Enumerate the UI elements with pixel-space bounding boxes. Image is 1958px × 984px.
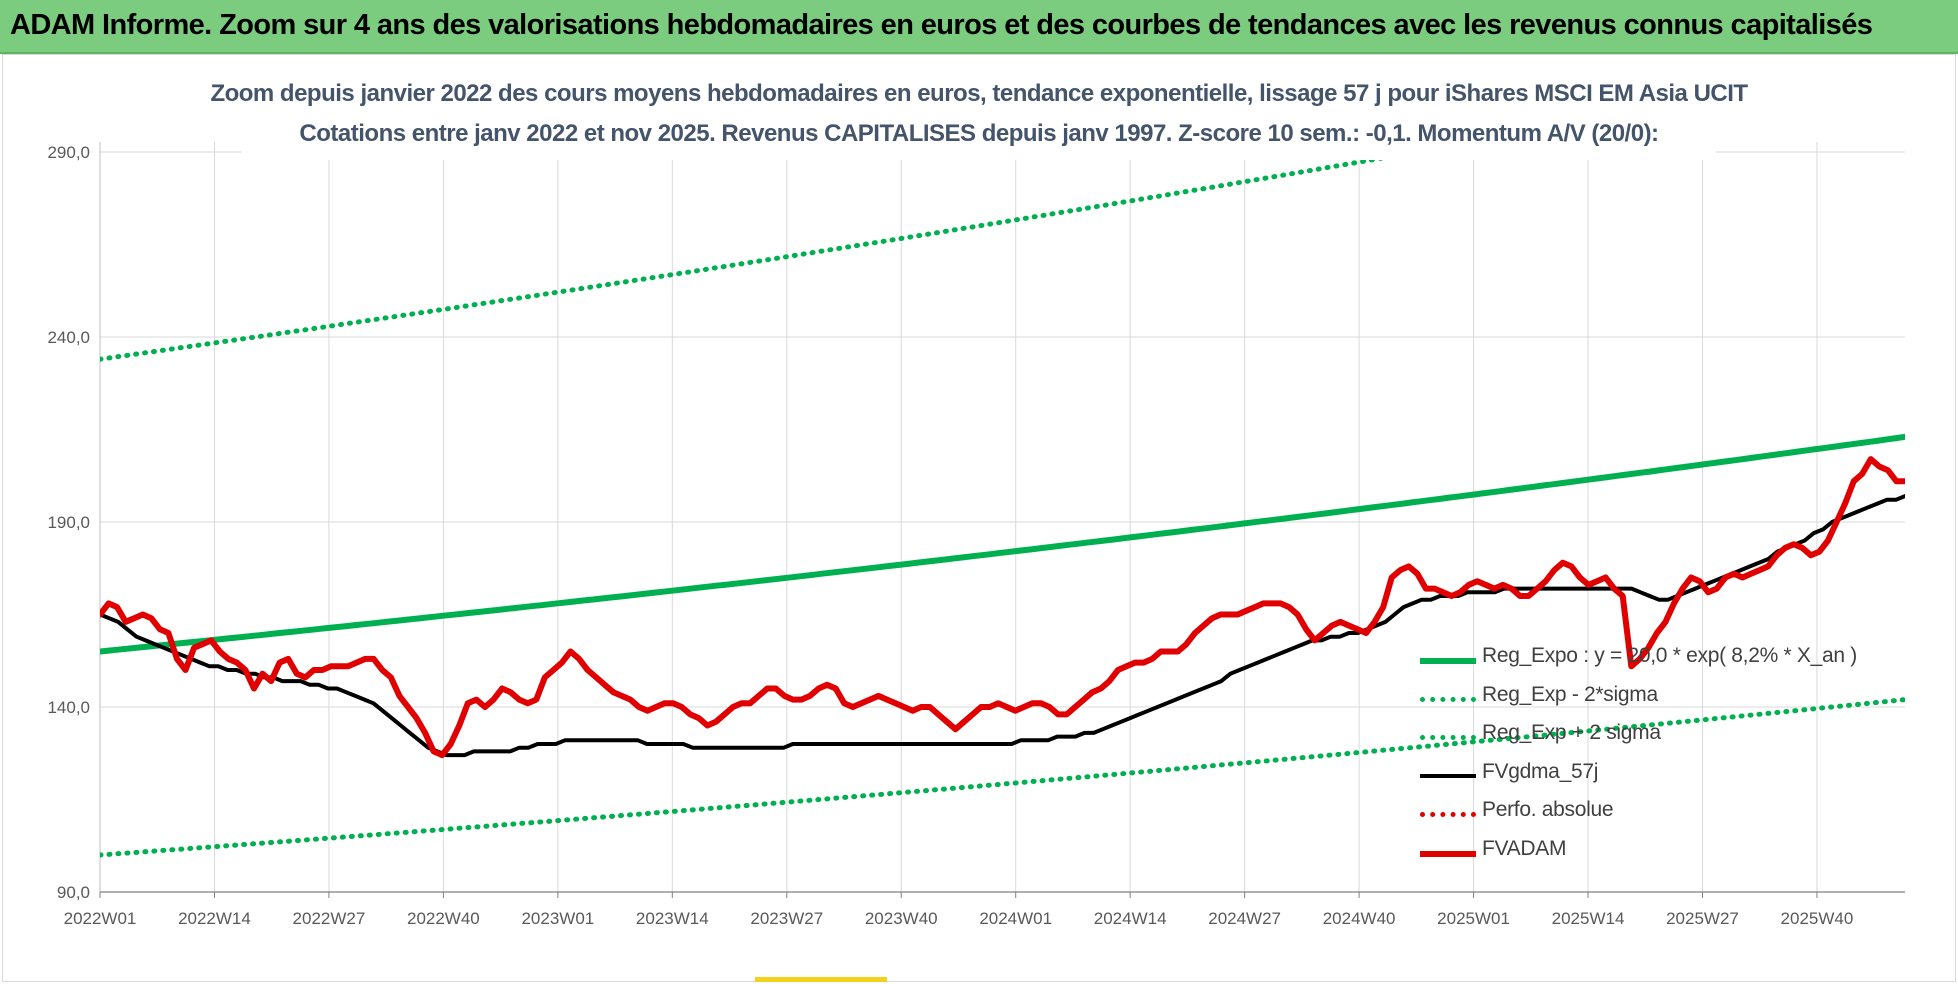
legend-item: FVgdma_57j	[1420, 756, 1760, 795]
legend-swatch	[1420, 850, 1476, 857]
series-fvadam-line	[100, 456, 1905, 759]
x-tick-label: 2025W14	[1552, 909, 1625, 928]
y-tick-label: 190,0	[47, 513, 90, 532]
y-tick-label: 140,0	[47, 698, 90, 717]
legend-label: FVgdma_57j	[1482, 759, 1599, 783]
legend-item: Reg_Expo : y = 20,0 * exp( 8,2% * X_an )	[1420, 640, 1857, 679]
x-tick-label: 2023W01	[521, 909, 594, 928]
x-tick-label: 2025W40	[1781, 909, 1854, 928]
title-backdrop	[242, 74, 1716, 160]
legend-label: FVADAM	[1482, 836, 1567, 860]
legend-label: Reg_Exp + 2 sigma	[1482, 721, 1661, 744]
x-tick-label: 2022W27	[293, 909, 366, 928]
legend-swatch	[1420, 696, 1476, 702]
legend-label: Reg_Exp - 2*sigma	[1482, 682, 1658, 706]
x-tick-label: 2024W01	[979, 909, 1052, 928]
legend-item: Perfo. absolue	[1420, 794, 1760, 833]
x-tick-label: 2025W01	[1437, 909, 1510, 928]
legend-item: Reg_Exp + 2 sigma	[1420, 717, 1760, 756]
chart-subtitle: Cotations entre janv 2022 et nov 2025. R…	[299, 120, 1659, 147]
y-tick-label: 240,0	[47, 328, 90, 347]
series-reg-expo-line	[100, 433, 1905, 655]
x-tick-label: 2023W27	[750, 909, 823, 928]
x-tick-label: 2024W27	[1208, 909, 1281, 928]
report-banner: ADAM Informe. Zoom sur 4 ans des valoris…	[0, 0, 1958, 54]
y-tick-label: 290,0	[47, 143, 90, 162]
series-fvgdma-57j-line	[100, 494, 1905, 758]
legend-label: Perfo. absolue	[1482, 798, 1614, 821]
x-tick-label: 2023W14	[636, 909, 709, 928]
legend-swatch	[1420, 812, 1476, 817]
x-tick-label: 2022W14	[178, 909, 251, 928]
y-tick-label: 90,0	[57, 883, 90, 902]
chart-title: Zoom depuis janvier 2022 des cours moyen…	[210, 80, 1748, 107]
x-tick-label: 2022W40	[407, 909, 480, 928]
x-tick-label: 2022W01	[64, 909, 137, 928]
x-tick-label: 2023W40	[865, 909, 938, 928]
chart-legend: Reg_Expo : y = 20,0 * exp( 8,2% * X_an )…	[1420, 640, 1857, 872]
legend-swatch	[1420, 735, 1476, 740]
legend-label: Reg_Expo : y = 20,0 * exp( 8,2% * X_an )	[1482, 644, 1857, 667]
legend-item: FVADAM	[1420, 833, 1760, 872]
x-tick-label: 2025W27	[1666, 909, 1739, 928]
legend-item: Reg_Exp - 2*sigma	[1420, 679, 1760, 718]
x-tick-label: 2024W14	[1094, 909, 1167, 928]
x-tick-label: 2024W40	[1323, 909, 1396, 928]
legend-swatch	[1420, 658, 1476, 664]
legend-swatch	[1420, 773, 1476, 778]
chart-frame	[2, 54, 1956, 982]
report-title: ADAM Informe. Zoom sur 4 ans des valoris…	[10, 9, 1873, 41]
sheet-tab-marker	[755, 977, 887, 982]
